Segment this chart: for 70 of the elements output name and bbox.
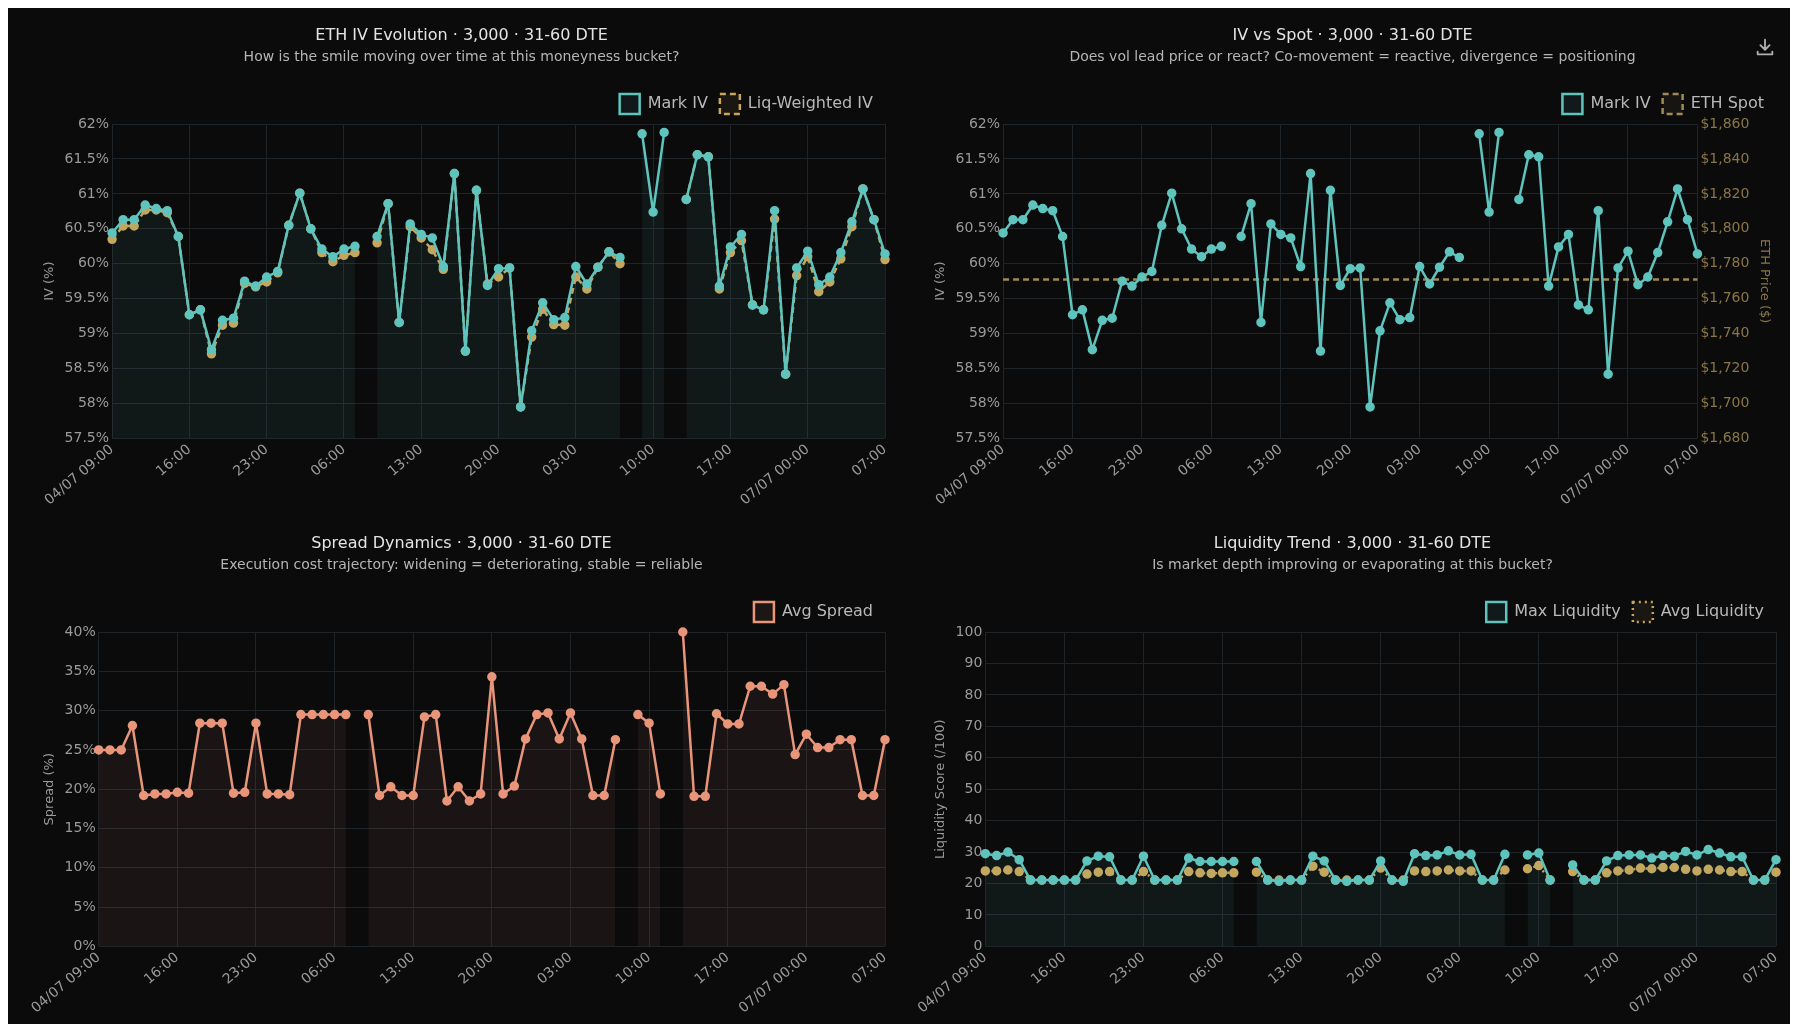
y-tick-label: 59.5%	[64, 289, 110, 306]
y-tick-label: 59%	[77, 324, 110, 341]
legend-label: Avg Liquidity	[1660, 601, 1765, 621]
y-tick-label: 5%	[73, 897, 96, 914]
legend-label: Max Liquidity	[1514, 601, 1621, 621]
y-axis-title: IV (%)	[41, 261, 57, 301]
y-tick-label: 0%	[73, 937, 96, 954]
legend-label: ETH Spot	[1690, 93, 1764, 113]
y-tick-label: 25%	[64, 740, 96, 757]
y-tick-label: 61.5%	[955, 149, 1001, 166]
chart-subtitle: Does vol lead price or react? Co-movement = reactive, divergence = positioning	[1069, 48, 1636, 65]
chart-subtitle: Execution cost trajectory: widening = deteriorating, stable = reliable	[220, 556, 703, 573]
y-tick-label: 50	[964, 779, 983, 796]
y-tick-label: 0	[973, 937, 983, 954]
legend-label: Mark IV	[1590, 93, 1651, 113]
chart-subtitle: How is the smile moving over time at this moneyness bucket?	[243, 48, 680, 65]
y2-tick-label: $1,740	[1700, 324, 1750, 341]
legend-label: Liq-Weighted IV	[747, 93, 874, 113]
y-axis-title: Liquidity Score (/100)	[932, 719, 948, 860]
y2-tick-label: $1,820	[1700, 184, 1750, 201]
y-tick-label: 57.5%	[955, 429, 1001, 446]
y-tick-label: 20	[964, 874, 983, 891]
y-tick-label: 58.5%	[955, 359, 1001, 376]
y-tick-label: 58%	[77, 394, 110, 411]
y2-tick-label: $1,780	[1700, 254, 1750, 271]
y-tick-label: 59%	[968, 324, 1001, 341]
y-axis-title: IV (%)	[932, 261, 948, 301]
y-tick-label: 90	[964, 654, 983, 671]
y2-tick-label: $1,840	[1700, 149, 1750, 166]
chart-subtitle: Is market depth improving or evaporating at this bucket?	[1152, 556, 1553, 573]
y-tick-label: 35%	[64, 661, 96, 678]
y-tick-label: 10%	[64, 858, 96, 875]
y-tick-label: 80	[964, 685, 983, 702]
y-tick-label: 70	[964, 716, 983, 733]
y-tick-label: 60	[964, 748, 983, 765]
y2-tick-label: $1,760	[1700, 289, 1750, 306]
y-tick-label: 58%	[968, 394, 1001, 411]
y-tick-label: 57.5%	[64, 429, 110, 446]
y2-tick-label: $1,680	[1700, 429, 1750, 446]
y-tick-label: 61%	[77, 184, 110, 201]
legend-label: Avg Spread	[781, 601, 873, 621]
chart-title: Liquidity Trend · 3,000 · 31-60 DTE	[1213, 532, 1492, 552]
y2-tick-label: $1,860	[1700, 114, 1750, 131]
y-tick-label: 60%	[968, 254, 1001, 271]
y-tick-label: 15%	[64, 819, 96, 836]
y-tick-label: 62%	[968, 114, 1001, 131]
y-tick-label: 59.5%	[955, 289, 1001, 306]
y-tick-label: 40%	[64, 622, 96, 639]
y2-tick-label: $1,720	[1700, 359, 1750, 376]
y-tick-label: 61.5%	[64, 149, 110, 166]
y-tick-label: 61%	[968, 184, 1001, 201]
legend-label: Mark IV	[647, 93, 708, 113]
y-tick-label: 40	[964, 811, 983, 828]
y2-axis-title: ETH Price ($)	[1757, 239, 1773, 324]
y2-tick-label: $1,800	[1700, 219, 1750, 236]
y-axis-title: Spread (%)	[41, 752, 57, 826]
chart-title: Spread Dynamics · 3,000 · 31-60 DTE	[311, 532, 612, 552]
y2-tick-label: $1,700	[1700, 394, 1750, 411]
y-tick-label: 10	[964, 905, 983, 922]
chart-title: ETH IV Evolution · 3,000 · 31-60 DTE	[315, 24, 608, 44]
y-tick-label: 20%	[64, 779, 96, 796]
y-tick-label: 62%	[77, 114, 110, 131]
y-tick-label: 60%	[77, 254, 110, 271]
chart-title: IV vs Spot · 3,000 · 31-60 DTE	[1232, 24, 1473, 44]
y-tick-label: 30%	[64, 701, 96, 718]
y-tick-label: 60.5%	[955, 219, 1001, 236]
y-tick-label: 100	[955, 622, 983, 639]
y-tick-label: 60.5%	[64, 219, 110, 236]
y-tick-label: 58.5%	[64, 359, 110, 376]
y-tick-label: 30	[964, 842, 983, 859]
